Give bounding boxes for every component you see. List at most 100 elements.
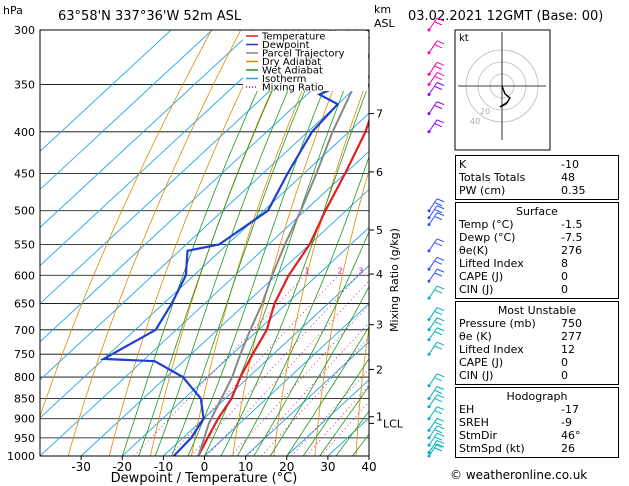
wind-barb-dot [427, 93, 431, 97]
km-tick-label: 1 [376, 411, 383, 424]
wind-barb [428, 40, 438, 54]
wind-barb-flag [434, 202, 443, 207]
mixing-ratio-axis-label: Mixing Ratio (g/kg) [388, 228, 401, 332]
wet-adiabat-line [269, 285, 369, 456]
pressure-tick-label: 650 [14, 298, 35, 311]
hodograph-value: 26 [561, 442, 575, 455]
wind-barb-flag [436, 386, 445, 390]
hodograph-value: -9 [561, 416, 572, 429]
wind-barb-flag [434, 390, 443, 394]
km-label: km [374, 3, 391, 16]
wind-barb [428, 440, 438, 453]
indices-value: 48 [561, 171, 575, 184]
wind-barb-dot [427, 83, 431, 87]
wind-barb-flag [436, 317, 445, 322]
wind-barb-flag [436, 406, 445, 411]
dry-adiabat-line [40, 30, 212, 418]
hpa-label: hPa [3, 4, 23, 17]
asl-label: ASL [374, 17, 396, 30]
pressure-tick-label: 550 [14, 238, 35, 251]
wind-barb [428, 341, 438, 355]
surface-value: 8 [561, 257, 568, 270]
wind-barb [428, 432, 438, 446]
wind-barb [428, 62, 438, 75]
hodograph-box: Hodograph EH -17 SREH -9 StmDir 46° StmSpd (kt… [455, 387, 619, 458]
pressure-tick-label: 750 [14, 348, 35, 361]
mixing-ratio-line [247, 322, 369, 456]
wind-barb-dot [427, 72, 431, 76]
wind-barb-flag [436, 417, 445, 422]
wind-barb-flag [436, 72, 445, 77]
mixing-ratio-line [305, 384, 369, 456]
wind-barb-dot [427, 216, 431, 220]
mixing-ratio-label: 8 [412, 266, 417, 275]
wind-barb-flag [436, 198, 445, 203]
wind-barb-dot [427, 130, 431, 134]
hodograph-label: SREH [459, 416, 489, 429]
surface-title: Surface [516, 205, 558, 218]
mixing-ratio-line [291, 368, 369, 456]
hodograph-label: EH [459, 403, 475, 416]
indices-label: K [459, 158, 467, 171]
wind-barbs [427, 17, 445, 458]
hodograph-label: StmDir [459, 429, 498, 442]
surface-value: 276 [561, 244, 582, 257]
surface-label: θe(K) [459, 244, 489, 257]
wind-barb [428, 205, 438, 219]
indices-value: -10 [561, 158, 579, 171]
wind-barb-flag [434, 410, 443, 415]
wind-barb [428, 101, 438, 114]
surface-box: Surface Temp (°C) -1.5 Dewp (°C) -7.5 θe(K) 2… [455, 202, 619, 299]
isotherm-line [204, 303, 369, 456]
wind-barb [428, 418, 438, 431]
pressure-tick-label: 300 [14, 24, 35, 37]
wind-barb [428, 406, 438, 419]
unstable-row: θe (K) 277 [456, 330, 618, 343]
wind-barb-flag [434, 76, 443, 81]
wet-adiabat-line [319, 385, 369, 456]
indices-box: K -10 Totals Totals 48 PW (cm) 0.35 [455, 155, 619, 200]
x-tick-label: -30 [71, 460, 91, 474]
legend-entry: Dry Adiabat [262, 57, 321, 68]
wind-barb-flag [436, 432, 445, 437]
wind-barb-dot [427, 454, 431, 458]
mixing-ratio-line [320, 401, 369, 456]
wind-barb-flag [436, 101, 445, 106]
surface-row: Temp (°C) -1.5 [456, 218, 618, 231]
wind-barb [428, 386, 438, 399]
wind-barb [428, 327, 438, 341]
surface-label: Temp (°C) [459, 218, 514, 231]
wet-adiabat-line [187, 30, 349, 456]
wind-barb [428, 72, 438, 85]
wind-barb [428, 82, 438, 95]
legend-entry: Mixing Ratio [262, 83, 324, 94]
hodograph-title: Hodograph [506, 390, 568, 403]
legend-entry: Isotherm [262, 74, 306, 85]
unstable-title: Most Unstable [497, 304, 577, 317]
wind-barb-flag [434, 345, 443, 350]
mixing-ratio-line [168, 275, 339, 456]
wet-adiabat-line [220, 83, 369, 456]
x-tick-label: 10 [238, 460, 253, 474]
wind-barb-flag [436, 82, 445, 86]
wind-barb-dot [427, 318, 431, 322]
wind-barb-flag [434, 331, 443, 336]
wind-barb-dot [427, 223, 431, 227]
wind-barb-dot [427, 328, 431, 332]
wind-barb-flag [436, 425, 445, 430]
x-tick-label: 40 [361, 460, 376, 474]
dry-adiabat-line [232, 30, 358, 456]
unstable-value: 750 [561, 317, 582, 330]
wind-barb-dot [427, 209, 431, 213]
legend-entry: Parcel Trajectory [262, 49, 345, 60]
x-tick-label: 0 [201, 460, 209, 474]
wind-barb-flag [434, 21, 443, 26]
wind-barb-dot [427, 428, 431, 432]
hodograph-label: StmSpd (kt) [459, 442, 525, 455]
wind-barb-flag [434, 272, 443, 277]
pressure-tick-label: 950 [14, 432, 35, 445]
unstable-row: CIN (J) 0 [456, 369, 618, 382]
indices-row: K -10 [456, 158, 618, 171]
